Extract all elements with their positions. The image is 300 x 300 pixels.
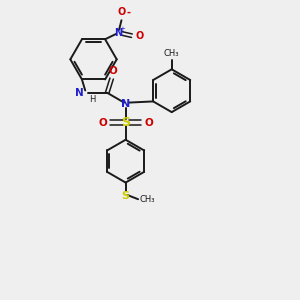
Text: H: H — [89, 95, 95, 104]
Text: +: + — [119, 26, 125, 32]
Text: S: S — [121, 116, 130, 129]
Text: N: N — [75, 88, 84, 98]
Text: O: O — [109, 66, 117, 76]
Text: O: O — [135, 31, 144, 41]
Text: CH₃: CH₃ — [164, 49, 179, 58]
Text: O: O — [144, 118, 153, 128]
Text: O: O — [98, 118, 107, 128]
Text: O: O — [117, 7, 126, 17]
Text: CH₃: CH₃ — [140, 195, 155, 204]
Text: S: S — [122, 191, 130, 202]
Text: -: - — [126, 7, 130, 17]
Text: N: N — [114, 28, 123, 38]
Text: N: N — [121, 99, 130, 109]
